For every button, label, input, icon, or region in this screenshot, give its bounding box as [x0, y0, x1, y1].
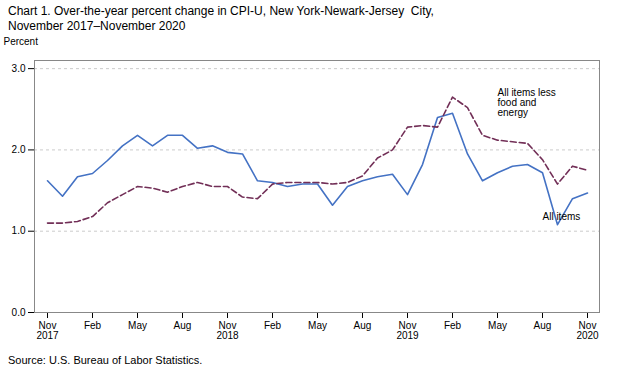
html-text:Chart 1. Over-the-year percent: Chart 1. Over-the-year percent change in…	[8, 4, 434, 18]
svg-text:Aug: Aug	[174, 320, 192, 331]
svg-text:All items lessfood andenergy: All items lessfood andenergy	[498, 87, 556, 118]
svg-text:Aug: Aug	[354, 320, 372, 331]
svg-text:May: May	[308, 320, 327, 331]
html-text:November 2017–November 2020: November 2017–November 2020	[8, 19, 186, 33]
svg-text:May: May	[488, 320, 507, 331]
svg-text:Feb: Feb	[264, 320, 282, 331]
svg-text:Nov2017: Nov2017	[36, 320, 59, 341]
svg-text:2.0: 2.0	[12, 144, 26, 155]
svg-text:Nov2018: Nov2018	[216, 320, 239, 341]
svg-text:Feb: Feb	[444, 320, 462, 331]
svg-text:Feb: Feb	[84, 320, 102, 331]
svg-text:Percent: Percent	[4, 36, 39, 47]
svg-text:May: May	[128, 320, 147, 331]
svg-text:Nov2019: Nov2019	[396, 320, 419, 341]
svg-text:3.0: 3.0	[12, 63, 26, 74]
html-text:Source: U.S. Bureau of Labor S: Source: U.S. Bureau of Labor Statistics.	[8, 354, 203, 366]
svg-text:Aug: Aug	[534, 320, 552, 331]
svg-text:0.0: 0.0	[12, 307, 26, 318]
svg-text:1.0: 1.0	[12, 225, 26, 236]
svg-text:Nov2020: Nov2020	[576, 320, 599, 341]
svg-text:All items: All items	[543, 211, 581, 222]
